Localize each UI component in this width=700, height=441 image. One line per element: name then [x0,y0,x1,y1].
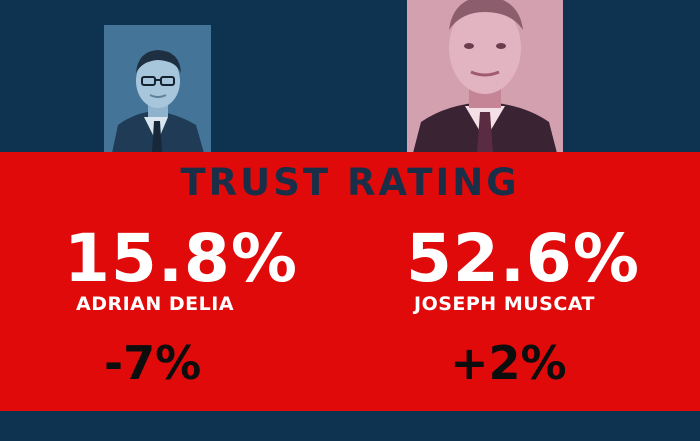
portrait-illustration [407,0,563,153]
adrian-delia-rating: 15.8% [64,220,298,297]
joseph-muscat-change: +2% [450,336,567,390]
adrian-delia-photo [104,25,211,153]
joseph-muscat-name: JOSEPH MUSCAT [414,293,595,315]
joseph-muscat-photo [407,0,563,153]
adrian-delia-name: ADRIAN DELIA [76,293,235,315]
chart-title: TRUST RATING [180,161,520,204]
adrian-delia-change: -7% [104,336,202,390]
rating-panel [0,152,700,411]
joseph-muscat-rating: 52.6% [406,220,640,297]
portrait-illustration [104,25,211,153]
